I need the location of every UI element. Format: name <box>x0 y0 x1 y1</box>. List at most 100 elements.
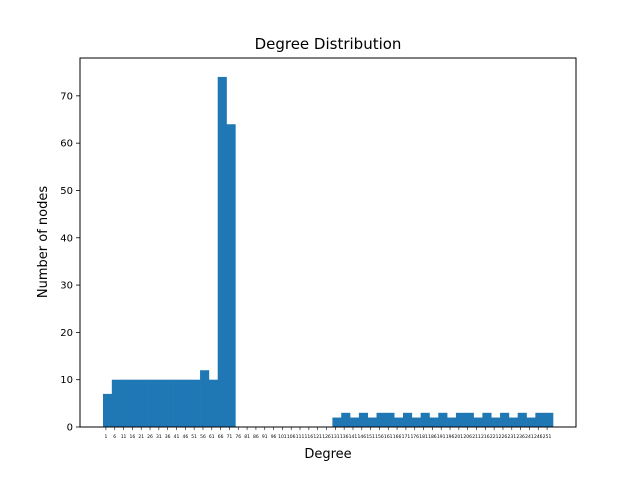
x-tick-label-31: 31 <box>156 434 162 440</box>
bar-1 <box>103 393 113 427</box>
y-tick-label-0: 0 <box>67 423 73 434</box>
bar-61 <box>208 379 219 427</box>
bar-196 <box>447 417 457 427</box>
x-tick-label-131: 131 <box>331 434 340 440</box>
x-tick-label-6: 6 <box>113 434 116 440</box>
x-tick-label-156: 156 <box>375 434 384 440</box>
y-tick-label-30: 30 <box>60 281 73 292</box>
y-tick-label-60: 60 <box>60 139 73 150</box>
x-tick-label-106: 106 <box>287 434 296 440</box>
bar-166 <box>394 417 404 427</box>
y-tick-label-20: 20 <box>60 328 73 339</box>
x-tick-label-46: 46 <box>182 434 188 440</box>
x-tick-label-221: 221 <box>490 434 499 440</box>
bar-66 <box>217 76 227 427</box>
bar-6 <box>111 379 121 427</box>
x-tick-label-16: 16 <box>130 434 136 440</box>
y-tick-label-40: 40 <box>60 233 73 244</box>
y-axis: 0 10 20 30 40 50 60 70 <box>60 91 80 434</box>
x-tick-label-171: 171 <box>402 434 411 440</box>
x-tick-label-81: 81 <box>244 434 250 440</box>
x-tick-label-216: 216 <box>481 434 490 440</box>
x-tick-label-41: 41 <box>174 434 180 440</box>
x-tick-label-151: 151 <box>366 434 375 440</box>
x-tick-label-246: 246 <box>534 434 543 440</box>
x-tick-label-251: 251 <box>543 434 552 440</box>
x-tick-label-181: 181 <box>419 434 428 440</box>
x-tick-label-91: 91 <box>262 434 268 440</box>
bar-236 <box>517 412 527 427</box>
bar-21 <box>138 379 148 427</box>
x-tick-label-161: 161 <box>384 434 393 440</box>
x-tick-label-186: 186 <box>428 434 437 440</box>
bar-56 <box>200 370 210 427</box>
y-tick-label-50: 50 <box>60 186 73 197</box>
x-tick-label-211: 211 <box>472 434 481 440</box>
x-tick-label-121: 121 <box>313 434 322 440</box>
bar-141 <box>350 417 360 427</box>
x-tick-label-136: 136 <box>340 434 349 440</box>
x-tick-label-176: 176 <box>410 434 419 440</box>
x-tick-label-86: 86 <box>253 434 259 440</box>
x-tick-label-11: 11 <box>121 434 127 440</box>
bar-161 <box>385 412 395 427</box>
bar-211 <box>473 417 483 427</box>
x-tick-label-196: 196 <box>446 434 455 440</box>
x-tick-label-1: 1 <box>104 434 107 440</box>
bar-176 <box>411 417 421 427</box>
x-tick-label-76: 76 <box>235 434 241 440</box>
bar-216 <box>482 412 492 427</box>
x-tick-label-96: 96 <box>271 434 277 440</box>
bar-241 <box>526 417 536 427</box>
bar-36 <box>164 379 174 427</box>
x-tick-label-21: 21 <box>138 434 144 440</box>
bar-131 <box>332 417 342 427</box>
x-tick-label-241: 241 <box>525 434 534 440</box>
bar-26 <box>147 379 157 427</box>
x-tick-label-101: 101 <box>278 434 287 440</box>
x-tick-label-166: 166 <box>393 434 402 440</box>
x-tick-label-71: 71 <box>227 434 233 440</box>
bar-31 <box>155 379 166 427</box>
bar-231 <box>508 417 519 427</box>
x-axis-label: Degree <box>304 447 351 462</box>
x-tick-label-56: 56 <box>200 434 206 440</box>
bar-136 <box>341 412 351 427</box>
bar-226 <box>500 412 510 427</box>
x-tick-label-191: 191 <box>437 434 446 440</box>
x-tick-label-61: 61 <box>209 434 215 440</box>
bar-251 <box>544 412 554 427</box>
bar-221 <box>491 417 501 427</box>
bar-246 <box>535 412 545 427</box>
bar-71 <box>226 124 236 427</box>
x-tick-label-116: 116 <box>305 434 314 440</box>
x-tick-label-51: 51 <box>191 434 197 440</box>
x-tick-label-206: 206 <box>463 434 472 440</box>
x-tick-label-111: 111 <box>296 434 305 440</box>
bar-186 <box>429 417 439 427</box>
x-tick-label-36: 36 <box>165 434 171 440</box>
bar-201 <box>455 412 466 427</box>
bar-41 <box>173 379 183 427</box>
bar-171 <box>403 412 413 427</box>
chart-title: Degree Distribution <box>255 35 402 53</box>
bar-11 <box>120 379 130 427</box>
bar-206 <box>464 412 474 427</box>
x-tick-label-26: 26 <box>147 434 153 440</box>
x-tick-label-226: 226 <box>499 434 508 440</box>
bar-181 <box>420 412 430 427</box>
bar-51 <box>191 379 201 427</box>
x-tick-label-236: 236 <box>516 434 525 440</box>
bar-16 <box>129 379 139 427</box>
bar-151 <box>367 417 377 427</box>
x-axis: 1 6 11 16 21 26 31 36 41 46 51 56 61 66 71 76 81 86 91 96 10… <box>104 427 552 440</box>
plot-frame <box>79 57 577 428</box>
x-tick-label-201: 201 <box>455 434 464 440</box>
bar-46 <box>182 379 192 427</box>
y-tick-label-10: 10 <box>60 375 73 386</box>
bars-group <box>103 76 554 427</box>
x-tick-label-66: 66 <box>218 434 224 440</box>
y-tick-label-70: 70 <box>60 91 73 102</box>
y-axis-label: Number of nodes <box>36 186 51 298</box>
